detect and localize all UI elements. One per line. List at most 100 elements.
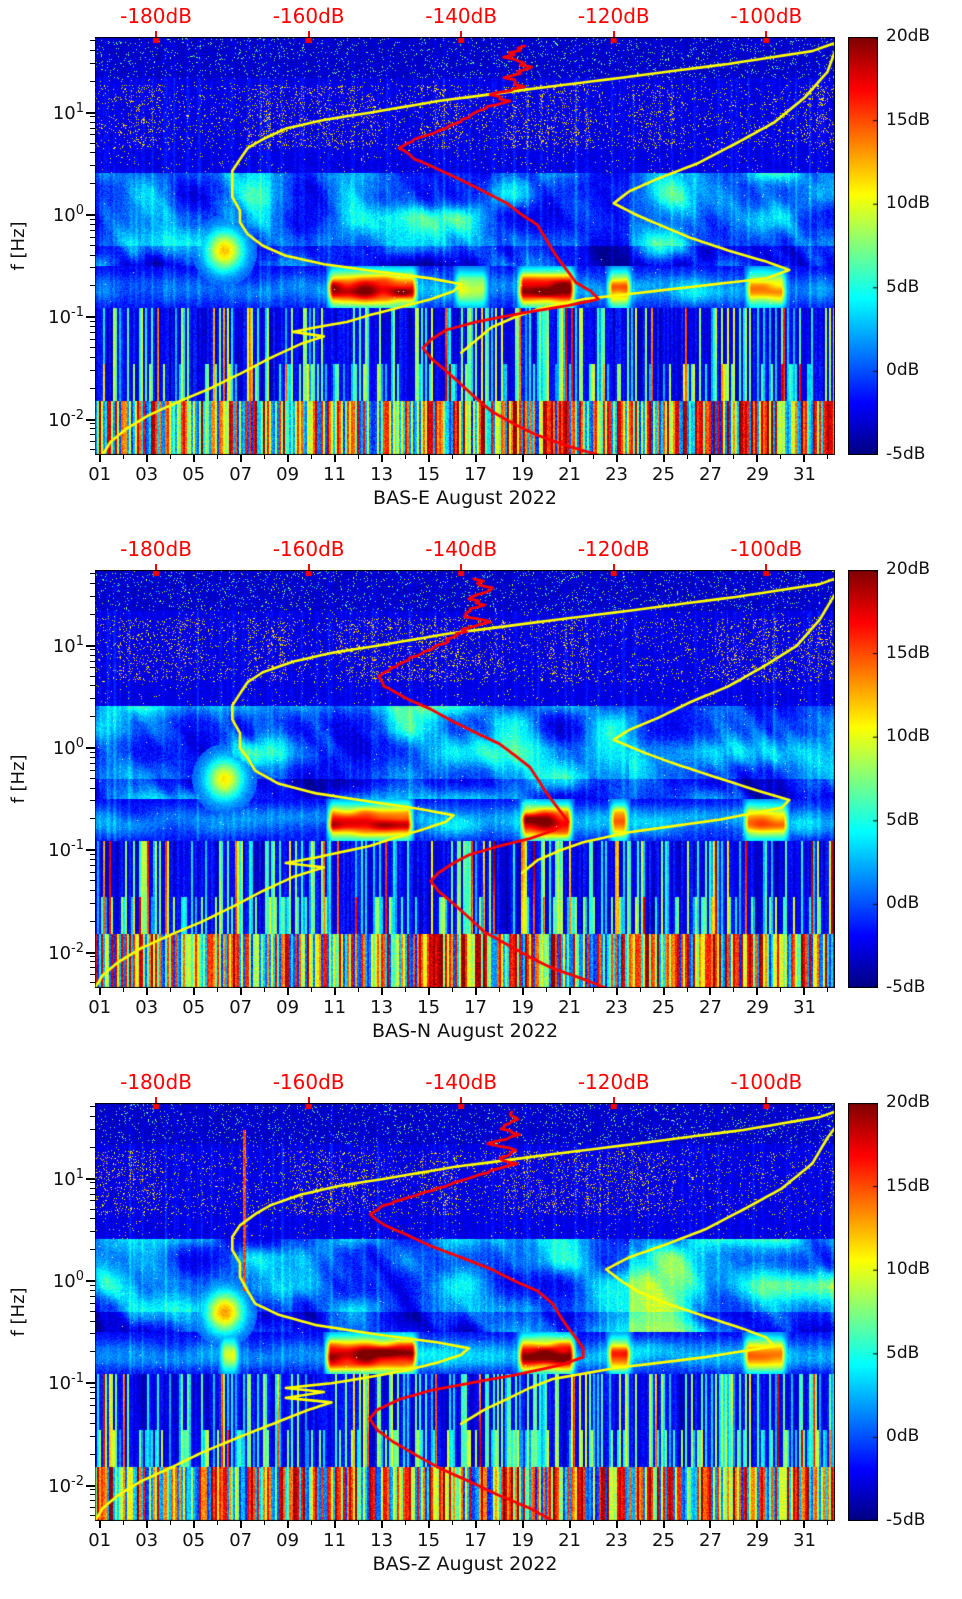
x-axis-minor-tick-mark xyxy=(686,988,688,992)
y-axis-tick-mark xyxy=(90,595,95,597)
y-axis-tick-mark xyxy=(90,1435,95,1437)
y-axis-tick-mark xyxy=(86,1279,95,1282)
x-axis-tick-label: 05 xyxy=(182,464,206,485)
x-axis-minor-tick-mark xyxy=(451,455,453,459)
x-axis-tick-label: 07 xyxy=(229,464,253,485)
y-axis-tick-mark xyxy=(90,423,95,425)
y-axis-tick-mark xyxy=(90,769,95,771)
x-axis-tick-mark xyxy=(709,1521,712,1528)
y-axis-tick-mark xyxy=(86,1382,95,1385)
y-axis-label: f [Hz] xyxy=(8,1287,29,1337)
x-axis-minor-tick-mark xyxy=(827,988,829,992)
y-axis-tick-mark xyxy=(90,1249,95,1251)
y-axis-tick-mark xyxy=(90,1182,95,1184)
y-axis-tick-mark xyxy=(90,387,95,389)
y-axis-tick-mark xyxy=(90,974,95,976)
x-axis-tick-label: 03 xyxy=(135,997,159,1018)
x-axis-minor-tick-mark xyxy=(451,988,453,992)
x-axis-tick-mark xyxy=(474,455,477,462)
y-axis-tick-mark xyxy=(90,583,95,585)
top-axis-tick-mark xyxy=(460,1097,463,1103)
y-axis-tick-mark xyxy=(90,134,95,136)
x-axis-minor-tick-mark xyxy=(122,455,124,459)
x-axis-minor-tick-mark xyxy=(216,455,218,459)
top-axis-tick-mark xyxy=(765,1097,768,1103)
colorbar-tick-label: 10dB xyxy=(886,726,931,747)
y-axis-tick-mark xyxy=(90,244,95,246)
x-axis-tick-label: 15 xyxy=(417,997,441,1018)
y-axis-tick-mark xyxy=(90,777,95,779)
x-axis-tick-label: 07 xyxy=(229,1530,253,1551)
x-axis-minor-tick-mark xyxy=(122,988,124,992)
x-axis-minor-tick-mark xyxy=(169,455,171,459)
x-axis-tick-mark xyxy=(192,988,195,995)
x-axis-tick-label: 21 xyxy=(558,464,581,485)
x-axis-minor-tick-mark xyxy=(169,1521,171,1525)
colorbar-tick-label: 5dB xyxy=(886,809,920,830)
x-axis-tick-label: 17 xyxy=(464,464,488,485)
y-axis-tick-label: 10-1 xyxy=(48,305,84,329)
y-axis-tick-mark xyxy=(90,1386,95,1388)
y-axis-tick-mark xyxy=(90,800,95,802)
x-axis-tick-mark xyxy=(145,455,148,462)
y-axis-tick-mark xyxy=(90,982,95,984)
x-axis-tick-mark xyxy=(192,455,195,462)
y-axis-tick-mark xyxy=(90,660,95,662)
top-axis-tick-label: -100dB xyxy=(730,1070,803,1094)
y-axis-tick-label: 10-1 xyxy=(48,838,84,862)
y-axis-label: f [Hz] xyxy=(8,754,29,804)
x-axis-tick-mark xyxy=(756,455,759,462)
x-axis-tick-label: 21 xyxy=(558,997,581,1018)
colorbar-tick-label: 10dB xyxy=(886,193,931,214)
x-axis-minor-tick-mark xyxy=(263,1521,265,1525)
x-axis-minor-tick-mark xyxy=(545,1521,547,1525)
x-axis-tick-mark xyxy=(333,455,336,462)
y-axis-tick-mark xyxy=(90,1208,95,1210)
y-axis-tick-mark xyxy=(90,165,95,167)
x-axis-tick-label: 21 xyxy=(558,1530,581,1551)
y-axis-tick-mark xyxy=(86,1177,95,1180)
y-axis-tick-mark xyxy=(90,267,95,269)
y-axis-tick-mark xyxy=(90,1398,95,1400)
y-axis-tick-mark xyxy=(90,1187,95,1189)
y-axis-tick-mark xyxy=(90,1295,95,1297)
x-axis-tick-mark xyxy=(568,455,571,462)
colorbar xyxy=(848,570,878,988)
x-axis-minor-tick-mark xyxy=(498,455,500,459)
y-axis-tick-mark xyxy=(90,902,95,904)
x-axis-minor-tick-mark xyxy=(639,1521,641,1525)
panel-bas-e: f [Hz] BAS-E August 2022 -180dB -160dB -14… xyxy=(0,0,962,533)
y-axis-tick-label: 101 xyxy=(52,100,84,124)
top-axis-tick-mark xyxy=(612,564,615,570)
x-axis-minor-tick-mark xyxy=(827,1521,829,1525)
y-axis-tick-mark xyxy=(86,1484,95,1487)
top-axis-tick-label: -160dB xyxy=(272,1070,345,1094)
colorbar-tick-label: -5dB xyxy=(886,444,926,464)
x-axis-tick-label: 29 xyxy=(746,1530,769,1551)
colorbar xyxy=(848,1103,878,1521)
x-axis-minor-tick-mark xyxy=(263,988,265,992)
x-axis-tick-label: 01 xyxy=(88,997,112,1018)
x-axis-minor-tick-mark xyxy=(310,988,312,992)
top-axis-tick-label: -140dB xyxy=(425,537,498,561)
x-axis-tick-label: 25 xyxy=(652,464,675,485)
y-axis-tick-mark xyxy=(90,1392,95,1394)
y-axis-tick-mark xyxy=(90,127,95,129)
x-axis-tick-mark xyxy=(333,1521,336,1528)
y-axis-tick-mark xyxy=(90,1218,95,1220)
x-axis-tick-label: 19 xyxy=(511,464,534,485)
colorbar-tick-label: 20dB xyxy=(886,1092,931,1112)
y-axis-tick-mark xyxy=(90,573,95,575)
x-axis-tick-mark xyxy=(662,1521,665,1528)
y-axis-tick-mark xyxy=(90,920,95,922)
top-axis-tick-mark xyxy=(612,1097,615,1103)
y-axis-tick-mark xyxy=(90,40,95,42)
top-axis-tick-label: -160dB xyxy=(272,4,345,28)
x-axis-tick-mark xyxy=(756,988,759,995)
x-axis-tick-mark xyxy=(474,1521,477,1528)
x-axis-tick-mark xyxy=(803,1521,806,1528)
colorbar-tick-label: 15dB xyxy=(886,1175,931,1196)
y-axis-tick-mark xyxy=(90,1333,95,1335)
panel-title: BAS-E August 2022 xyxy=(373,487,557,509)
top-axis-tick-mark xyxy=(155,31,158,37)
